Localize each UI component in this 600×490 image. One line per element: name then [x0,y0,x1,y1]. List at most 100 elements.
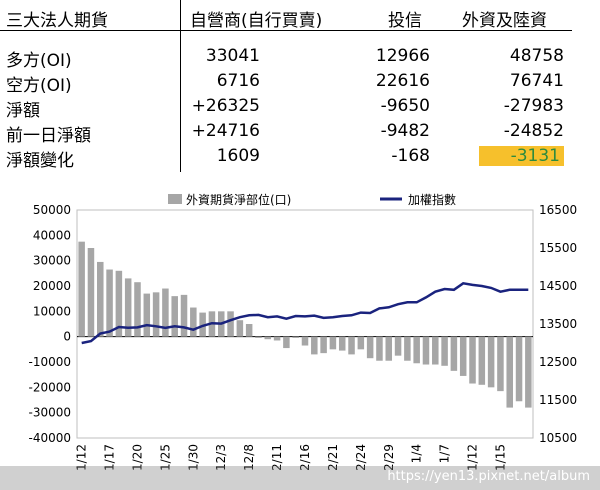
bar [311,336,318,355]
bar [236,320,244,337]
x-tick-label: 12/29 [382,444,396,470]
cell-trust: -168 [391,146,430,166]
x-tick-label: 11/20 [130,444,144,470]
bar [106,269,113,337]
y-left-tick-label: 50000 [33,203,71,217]
cell-trust: 12966 [375,46,430,66]
bar [459,336,467,376]
x-tick-label: 11/30 [186,444,200,470]
cell-foreign: 76741 [509,71,564,91]
legend-bar-swatch [168,194,182,204]
bar [301,336,309,346]
bar [190,307,197,337]
bar [115,270,123,337]
bar [320,336,327,354]
cell-foreign: -27983 [503,96,564,116]
bar [366,336,374,359]
plot-frame [76,209,534,439]
legend-line-label: 加權指數 [408,192,456,207]
bar [227,311,234,337]
x-tick-label: 11/17 [103,444,117,470]
row-label: 前一日淨額 [6,126,91,146]
bar [525,336,532,408]
x-tick-label: 12/16 [298,444,312,470]
bar [515,336,523,402]
bar [469,336,476,384]
x-tick-label: 1/12 [466,444,480,470]
x-tick-label: 12/11 [270,444,284,470]
y-right-tick-label: 13500 [539,317,577,331]
bar [348,336,355,355]
y-left-tick-label: -10000 [28,355,71,369]
cell-dealer: 1609 [216,146,260,166]
table-row-prev-net: 前一日淨額 +24716 -9482 -24852 [0,121,600,146]
y-right-tick-label: 10500 [539,431,577,445]
bar [357,336,365,350]
bar [329,336,337,350]
cell-dealer: +26325 [191,96,260,116]
y-left-tick-label: -30000 [28,406,71,420]
futures-chart: 50000 40000 30000 20000 10000 0 -10000 -20000 -3… [28,192,577,470]
cell-dealer: 33041 [205,46,260,66]
legend-bar-label: 外資期貨淨部位(口) [186,192,291,207]
header-dealer: 自營商(自行買賣) [190,11,323,31]
header-trust: 投信 [388,11,422,31]
y-left-tick-label: -40000 [28,431,71,445]
bar [124,278,132,337]
bar [450,336,458,371]
cell-trust: -9650 [380,96,430,116]
x-tick-label: 12/24 [354,444,368,470]
x-tick-label: 11/25 [158,444,172,470]
table-row-net: 淨額 +26325 -9650 -27983 [0,96,600,121]
bar [404,336,411,361]
bar [180,294,188,337]
bar [432,336,439,365]
bar [441,336,448,366]
row-label: 多方(OI) [6,51,72,71]
bar [255,336,262,338]
x-tick-label: 12/21 [326,444,340,470]
table-row-long: 多方(OI) 33041 12966 48758 [0,46,600,71]
y-right-tick-label: 15500 [539,241,577,255]
cell-dealer: +24716 [191,121,260,141]
cell-foreign: 48758 [509,46,564,66]
bar [292,336,299,338]
bar [143,293,151,337]
bar [273,336,281,341]
x-tick-label: 1/7 [438,444,452,463]
bar [134,282,141,337]
bar [152,292,160,337]
bar [171,296,178,337]
x-tick-label: 12/8 [242,444,256,470]
watermark-text: https://yen13.pixnet.net/album [387,469,590,484]
x-tick-label: 12/3 [214,444,228,470]
table-row-short: 空方(OI) 6716 22616 76741 [0,71,600,96]
bar [422,336,430,365]
cell-trust: 22616 [375,71,430,91]
cell-trust: -9482 [380,121,430,141]
bar [376,336,383,361]
index-line [81,281,529,345]
y-right-tick-label: 12500 [539,355,577,369]
cell-foreign-highlighted: -3131 [478,146,564,166]
y-left-tick-label: 30000 [33,254,71,268]
table-horizontal-divider [0,30,572,31]
x-tick-label: 1/15 [493,444,507,470]
header-foreign: 外資及陸資 [462,11,547,31]
bar [506,336,513,408]
bar [487,336,495,388]
y-right-tick-label: 16500 [539,203,577,217]
bar [78,241,85,337]
cell-foreign: -24852 [503,121,564,141]
table-vertical-divider [180,0,181,172]
x-tick-label: 11/12 [75,444,89,470]
bar [497,336,504,392]
y-left-tick-label: 40000 [33,228,71,242]
header-title: 三大法人期貨 [6,11,108,31]
bar [264,336,272,340]
table-row-net-change: 淨額變化 1609 -168 -3131 [0,146,600,171]
y-left-tick-label: -20000 [28,380,71,394]
row-label: 淨額 [6,101,40,121]
bar [338,336,346,351]
bar [394,336,402,356]
